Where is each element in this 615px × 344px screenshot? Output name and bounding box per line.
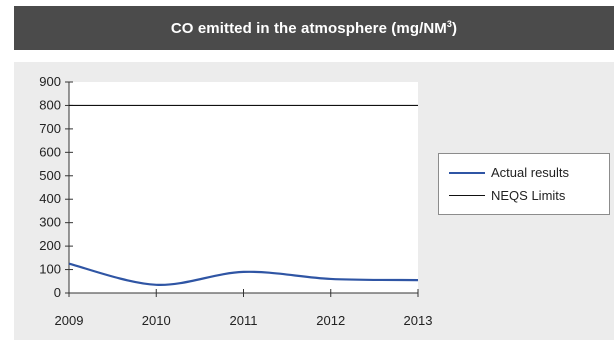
chart-title-superscript: 3 [446, 19, 453, 29]
y-tick-label: 0 [54, 285, 61, 300]
chart-title-close: ) [452, 20, 458, 37]
chart-title-main: CO emitted in the atmosphere (mg/NM [170, 20, 447, 37]
y-tick-label: 700 [39, 121, 61, 136]
x-tick-label: 2011 [230, 313, 258, 328]
legend-item-actual-results: Actual results [449, 165, 569, 180]
x-tick-label: 2009 [55, 313, 84, 328]
chart-legend: Actual results NEQS Limits [438, 153, 610, 215]
legend-swatch-actual-results [449, 171, 485, 174]
y-tick-label: 400 [39, 191, 61, 206]
y-tick-label: 800 [39, 97, 61, 112]
y-tick-label: 300 [39, 215, 61, 230]
x-tick-label: 2013 [404, 313, 433, 328]
y-tick-label: 500 [39, 168, 61, 183]
plot-background [69, 82, 418, 293]
y-tick-label: 900 [39, 74, 61, 89]
legend-item-neqs-limits: NEQS Limits [449, 188, 565, 203]
y-tick-label: 600 [39, 144, 61, 159]
x-tick-label: 2012 [316, 313, 345, 328]
legend-label-neqs-limits: NEQS Limits [491, 188, 566, 203]
y-tick-label: 200 [39, 238, 61, 253]
legend-swatch-neqs-limits [449, 195, 485, 196]
x-tick-label: 2010 [142, 313, 171, 328]
legend-label-actual-results: Actual results [491, 165, 570, 180]
y-tick-label: 100 [39, 262, 61, 277]
chart-title: CO emitted in the atmosphere (mg/NM3) [171, 19, 457, 37]
chart-title-bar: CO emitted in the atmosphere (mg/NM3) [14, 6, 614, 50]
